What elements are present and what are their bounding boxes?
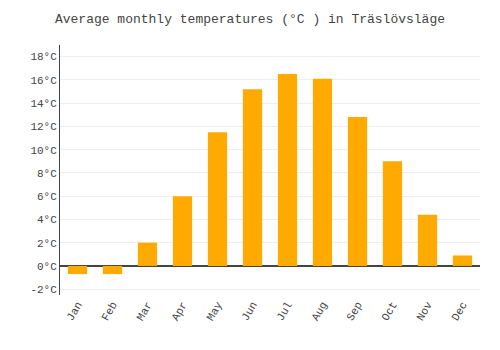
svg-text:6°C: 6°C bbox=[37, 191, 57, 203]
svg-text:14°C: 14°C bbox=[30, 98, 57, 110]
svg-text:Average monthly temperatures (: Average monthly temperatures (°C ) in Tr… bbox=[55, 12, 445, 27]
svg-text:Sep: Sep bbox=[345, 300, 365, 323]
svg-text:May: May bbox=[205, 299, 225, 322]
svg-text:10°C: 10°C bbox=[30, 145, 57, 157]
svg-text:Jul: Jul bbox=[275, 300, 295, 323]
svg-text:12°C: 12°C bbox=[30, 121, 57, 133]
svg-text:18°C: 18°C bbox=[30, 51, 57, 63]
svg-text:Apr: Apr bbox=[170, 300, 190, 323]
svg-text:Dec: Dec bbox=[450, 300, 470, 323]
svg-text:-2°C: -2°C bbox=[30, 284, 57, 296]
svg-text:Feb: Feb bbox=[100, 300, 120, 323]
svg-text:Nov: Nov bbox=[415, 299, 435, 322]
svg-text:Mar: Mar bbox=[135, 300, 155, 323]
svg-text:Aug: Aug bbox=[310, 300, 330, 323]
svg-text:4°C: 4°C bbox=[37, 214, 57, 226]
svg-text:2°C: 2°C bbox=[37, 238, 57, 250]
svg-text:0°C: 0°C bbox=[37, 261, 57, 273]
svg-text:Jan: Jan bbox=[65, 300, 85, 323]
svg-text:16°C: 16°C bbox=[30, 75, 57, 87]
svg-text:8°C: 8°C bbox=[37, 168, 57, 180]
svg-text:Oct: Oct bbox=[380, 300, 400, 323]
svg-text:Jun: Jun bbox=[240, 300, 260, 323]
